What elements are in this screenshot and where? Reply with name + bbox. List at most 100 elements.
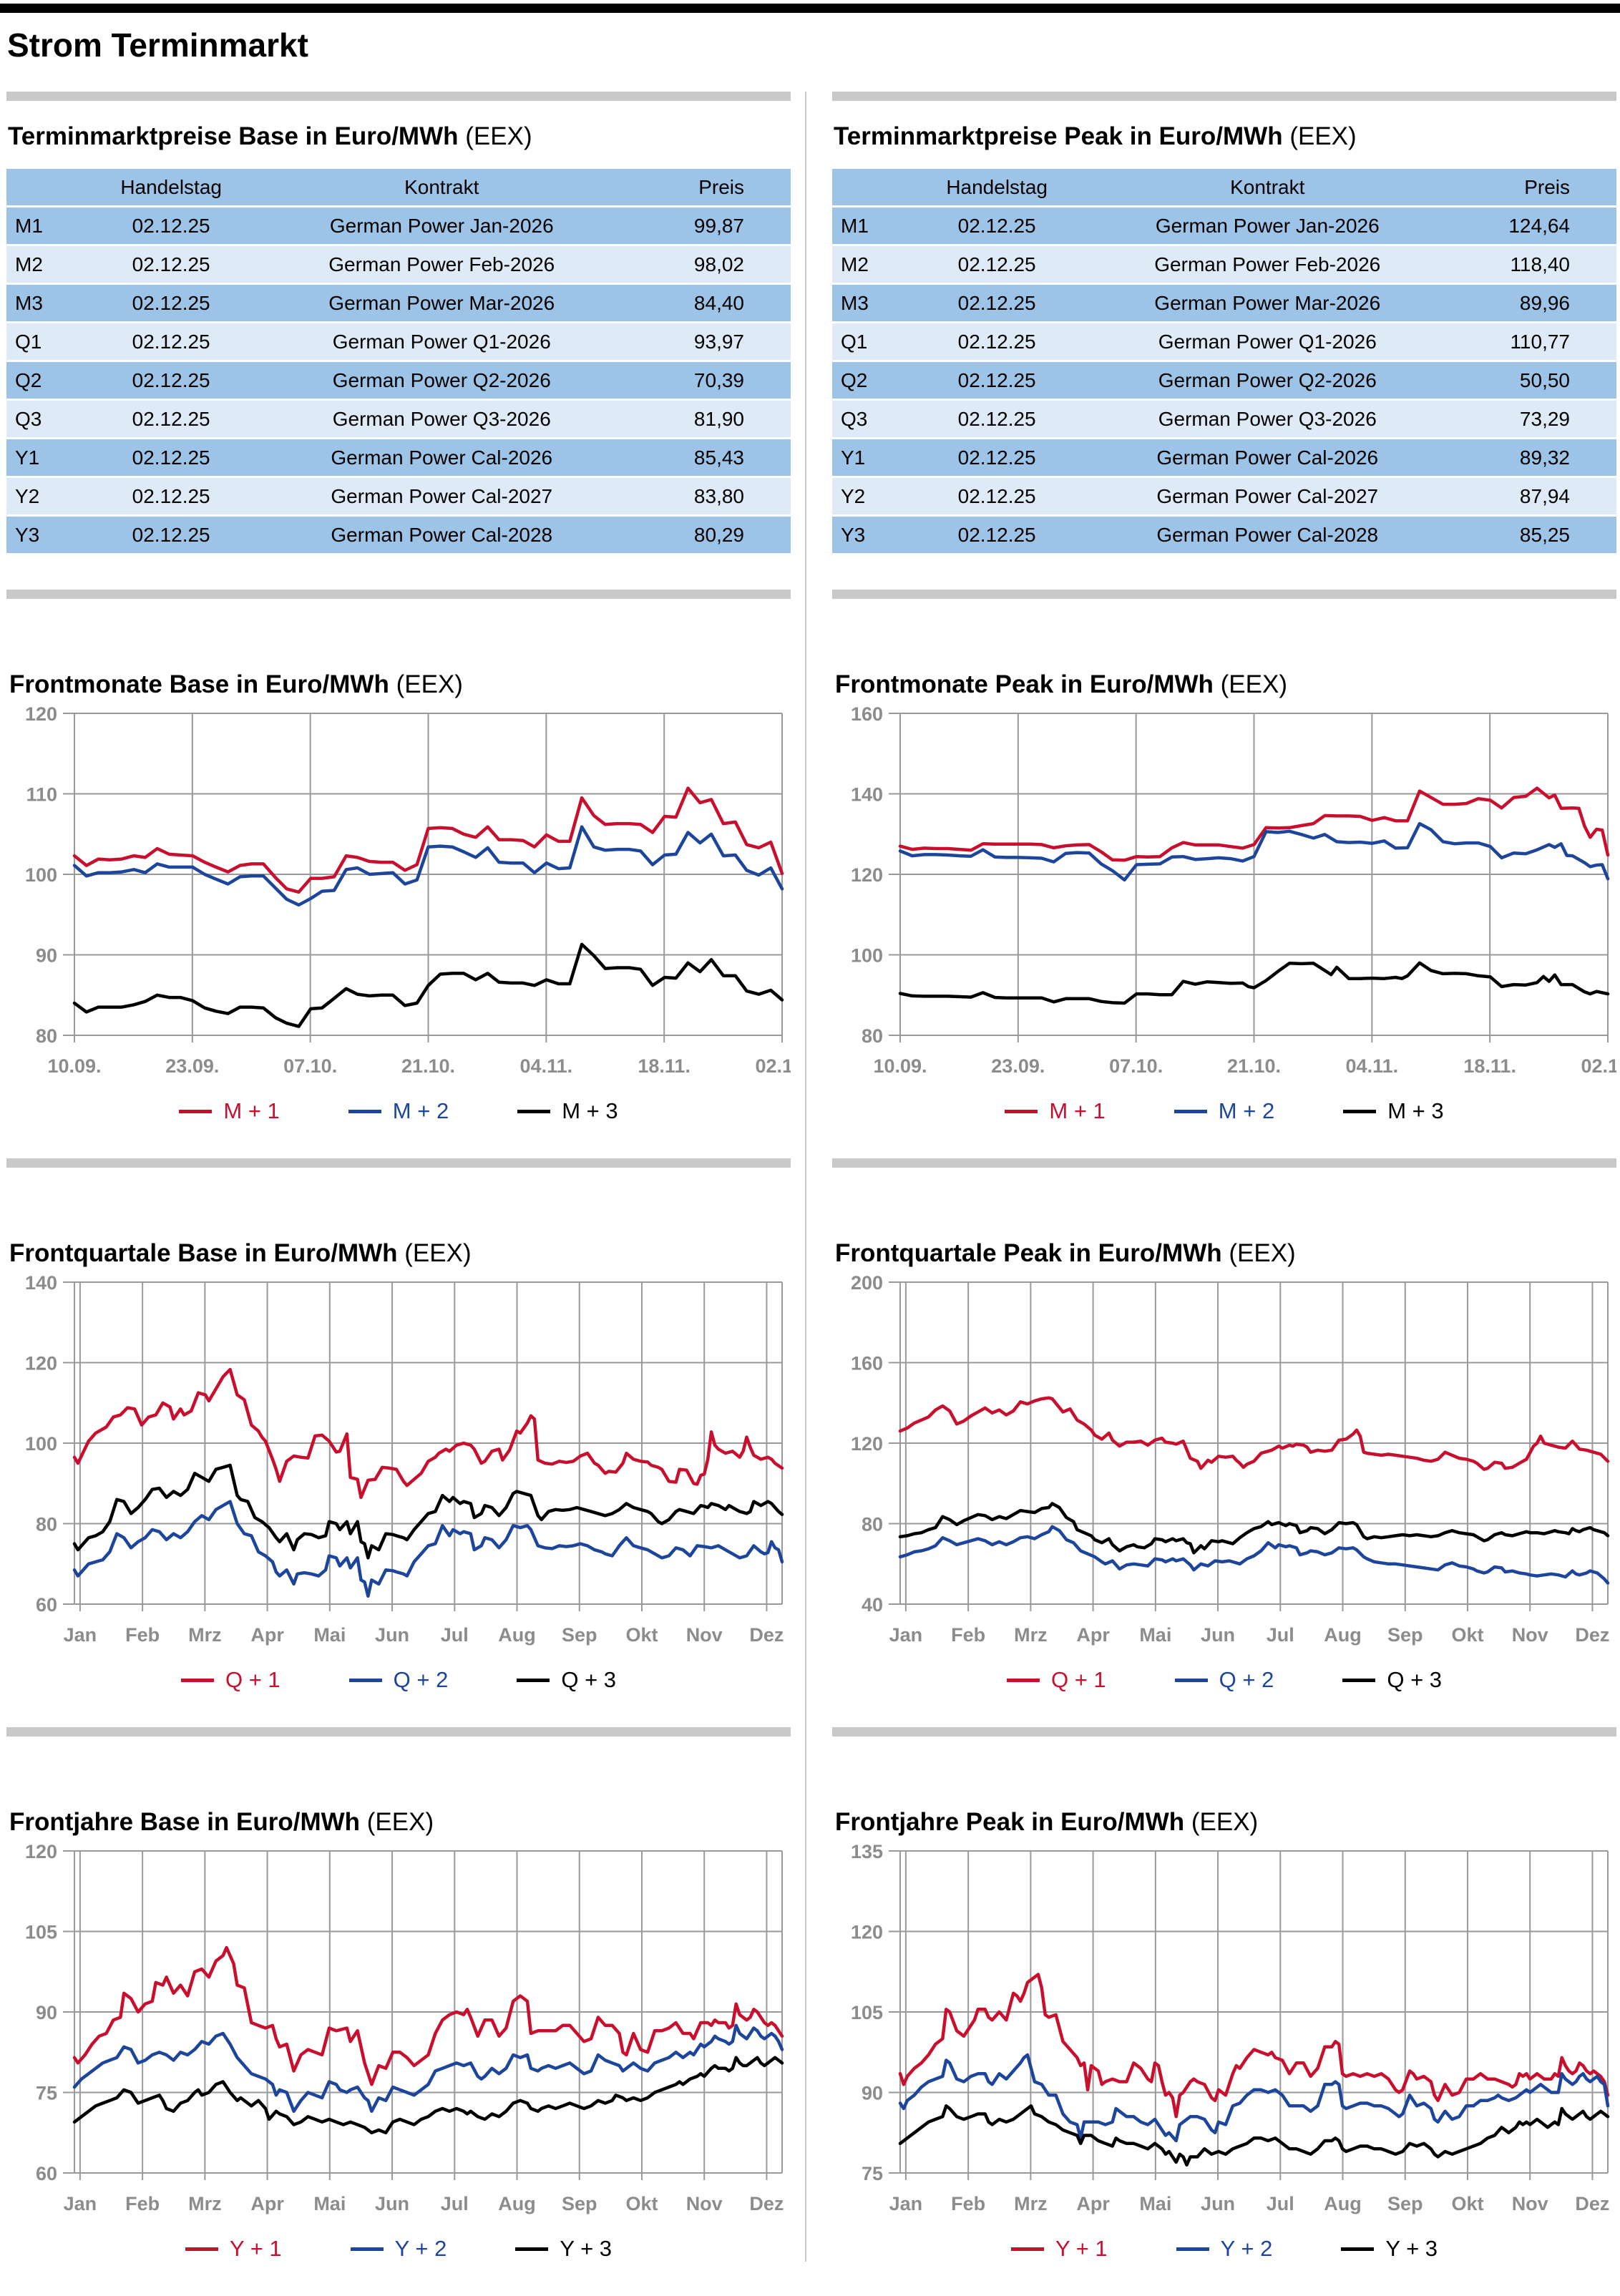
price-value: 80,29 <box>693 523 744 546</box>
table-row: Q3 02.12.25 German Power Q3-2026 81,90 <box>6 401 791 437</box>
x-axis-tick-label: Jul <box>441 2193 469 2214</box>
x-axis-tick-label: Aug <box>498 2193 535 2214</box>
price-value: 83,80 <box>693 484 744 507</box>
legend-label: Q + 1 <box>225 1667 280 1692</box>
x-axis-tick-label: Sep <box>562 2193 597 2214</box>
frontjahre-peak-legend: Y + 1 Y + 2 Y + 3 <box>832 2236 1616 2262</box>
legend-label: M + 1 <box>223 1098 280 1123</box>
legend-item: Q + 1 <box>1006 1667 1106 1693</box>
legend-label: Q + 2 <box>1219 1667 1274 1692</box>
x-axis-tick-label: 10.09. <box>47 1055 101 1077</box>
price-value: 85,25 <box>1519 523 1570 546</box>
x-axis-tick-label: Jan <box>64 1624 97 1646</box>
frontquartale-base-series-Q+2 <box>72 1500 784 1598</box>
frontmonate-peak-series-M+1 <box>898 786 1610 862</box>
chart-title-suffix: (EEX) <box>404 1239 472 1267</box>
legend-label: M + 3 <box>562 1098 618 1123</box>
y-axis-tick-label: 100 <box>25 864 57 886</box>
y-axis-tick-label: 60 <box>36 2163 57 2184</box>
column-header: Kontrakt <box>1230 175 1305 198</box>
x-axis-tick-label: Sep <box>1387 1624 1423 1646</box>
x-axis-tick-label: Aug <box>498 1624 535 1646</box>
contract-name: German Power Cal-2027 <box>331 484 553 507</box>
legend-dash-icon <box>517 1109 551 1113</box>
table-row: M1 02.12.25 German Power Jan-2026 99,87 <box>6 207 791 244</box>
x-axis-tick-label: Sep <box>562 1624 597 1646</box>
separator <box>6 1158 791 1168</box>
legend-dash-icon <box>1005 1109 1038 1113</box>
column-header: Handelstag <box>946 175 1048 198</box>
x-axis-tick-label: 04.11. <box>1346 1055 1399 1077</box>
legend-item: M + 3 <box>1343 1098 1444 1124</box>
x-axis-tick-label: Mai <box>313 1624 346 1646</box>
contract-code: Q3 <box>15 407 42 430</box>
table-row: Y3 02.12.25 German Power Cal-2028 85,25 <box>832 517 1616 553</box>
table-row: M3 02.12.25 German Power Mar-2026 84,40 <box>6 285 791 321</box>
table-row: Y2 02.12.25 German Power Cal-2027 87,94 <box>832 478 1616 514</box>
x-axis-tick-label: Jul <box>441 1624 469 1646</box>
x-axis-tick-label: Mai <box>313 2193 346 2214</box>
table-row: Y2 02.12.25 German Power Cal-2027 83,80 <box>6 478 791 514</box>
table-header-row: Handelstag Kontrakt Preis <box>6 169 791 205</box>
x-axis-tick-label: Okt <box>1451 1624 1483 1646</box>
legend-dash-icon <box>1006 1678 1040 1682</box>
table-row: M3 02.12.25 German Power Mar-2026 89,96 <box>832 285 1616 321</box>
x-axis-tick-label: Jun <box>1201 1624 1235 1646</box>
column-header: Preis <box>1524 175 1570 198</box>
frontquartale-base-legend: Q + 1 Q + 2 Q + 3 <box>6 1667 791 1693</box>
legend-item: Y + 3 <box>515 2236 612 2262</box>
legend-item: M + 2 <box>1173 1098 1275 1124</box>
contract-code: M1 <box>841 214 869 237</box>
x-axis-tick-label: Mrz <box>1014 2193 1048 2214</box>
contract-code: Q1 <box>841 330 868 353</box>
contract-name: German Power Q2-2026 <box>332 368 551 391</box>
price-value: 50,50 <box>1519 368 1570 391</box>
x-axis-tick-label: Mrz <box>188 2193 222 2214</box>
y-axis-tick-label: 90 <box>36 2002 57 2023</box>
legend-dash-icon <box>1343 1109 1377 1113</box>
frontquartale-base-title: Frontquartale Base in Euro/MWh (EEX) <box>9 1239 791 1268</box>
price-value: 110,77 <box>1510 330 1570 353</box>
y-axis-tick-label: 140 <box>25 1274 57 1294</box>
x-axis-tick-label: Nov <box>1512 1624 1548 1646</box>
price-value: 85,43 <box>693 446 744 469</box>
legend-dash-icon <box>1174 1678 1208 1682</box>
x-axis-tick-label: 07.10. <box>1109 1055 1163 1077</box>
y-axis-tick-label: 75 <box>36 2083 57 2104</box>
chart-title-text: Frontquartale Peak in Euro/MWh <box>835 1239 1222 1267</box>
x-axis-tick-label: Jul <box>1267 2193 1294 2214</box>
column-base: Terminmarktpreise Base in Euro/MWh (EEX)… <box>6 92 791 2262</box>
contract-code: Q2 <box>15 368 42 391</box>
legend-item: Y + 1 <box>185 2236 282 2262</box>
chart-title-text: Frontjahre Peak in Euro/MWh <box>835 1808 1185 1836</box>
legend-dash-icon <box>350 2247 384 2251</box>
contract-code: Y1 <box>15 446 40 469</box>
frontmonate-base-section: Frontmonate Base in Euro/MWh (EEX) 80 90 10… <box>6 670 791 1124</box>
contract-code: Y2 <box>15 484 40 507</box>
legend-dash-icon <box>1173 1109 1207 1113</box>
contract-code: Y1 <box>841 446 866 469</box>
contract-name: German Power Jan-2026 <box>329 214 554 237</box>
frontmonate-peak-chart: 80 100 120 140 160 10.09. 23.09. 07.10. 21.10. 04… <box>851 705 1616 1077</box>
x-axis-tick-label: Aug <box>1324 1624 1361 1646</box>
frontjahre-base-series-Y+3 <box>72 2056 784 2135</box>
x-axis-tick-label: Mrz <box>188 1624 222 1646</box>
frontjahre-base-legend: Y + 1 Y + 2 Y + 3 <box>6 2236 791 2262</box>
legend-item: M + 1 <box>179 1098 280 1124</box>
contract-code: M3 <box>15 291 43 314</box>
trade-date: 02.12.25 <box>132 291 210 314</box>
legend-item: M + 2 <box>348 1098 449 1124</box>
y-axis-tick-label: 80 <box>36 1025 57 1047</box>
frontjahre-peak-series-Y+3 <box>898 2104 1610 2167</box>
legend-dash-icon <box>185 2247 218 2251</box>
legend-label: M + 2 <box>1218 1098 1275 1123</box>
column-header: Kontrakt <box>404 175 479 198</box>
chart-title-suffix: (EEX) <box>1229 1239 1296 1267</box>
chart-title-suffix: (EEX) <box>366 1808 434 1836</box>
legend-label: M + 2 <box>392 1098 449 1123</box>
y-axis-tick-label: 90 <box>36 945 57 967</box>
x-axis-tick-label: Feb <box>125 2193 160 2214</box>
frontquartale-base-series-Q+3 <box>72 1463 784 1560</box>
contract-name: German Power Cal-2026 <box>1156 446 1379 469</box>
chart-title-suffix: (EEX) <box>1220 670 1288 698</box>
